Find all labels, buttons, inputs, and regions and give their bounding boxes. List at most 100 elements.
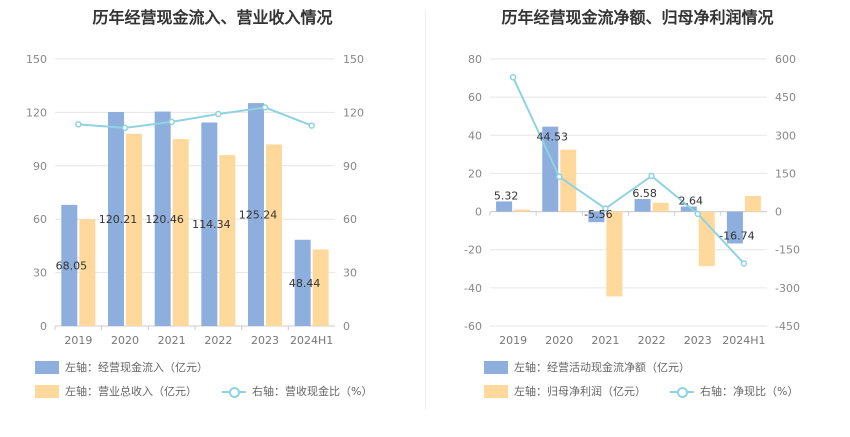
ratio-point [509,74,517,81]
y-left-tick-label: 150 [26,53,47,66]
bar-primary [61,204,78,326]
data-label: -5.56 [584,208,612,221]
chart-plot-net-cash: -60 -40 -20 0 20 40 60 80 -450 -300 -150 0 150 300 450… [464,53,800,347]
y-right-tick-label: -450 [775,320,800,333]
y-right-tick-label: 0 [343,320,350,333]
ratio-point [308,122,315,129]
legend-swatch-yellow [35,384,59,398]
ratio-point [556,173,563,180]
y-left-tick-label: 0 [475,206,482,219]
bar-primary [294,239,311,326]
legend-item-bar2[interactable]: 左轴：营业总收入（亿元） [35,383,197,399]
y-left-tick-label: 60 [33,213,47,226]
legend-item-line[interactable]: 右轴：营收现金比（%） [222,383,372,399]
bar-secondary [606,211,623,297]
chart-panel-net-cash: 历年经营现金流净额、归母净利润情况 -60 -40 -20 0 20 40 60 80 -450… [425,0,850,437]
x-tick-label: 2021 [591,334,619,347]
y-left-tick-label: 20 [468,167,482,180]
y-left-tick-label: 90 [33,160,47,173]
bar-primary [108,112,124,326]
x-tick-label: 2024H1 [290,334,333,347]
data-label: 5.32 [494,189,518,202]
x-tick-label: 2019 [499,334,527,347]
bar-secondary [266,144,282,326]
y-right-tick-label: -150 [775,244,800,257]
legend-label: 左轴：经营活动现金流净额（亿元） [514,361,690,374]
y-right-tick-label: 120 [343,106,364,119]
bar-secondary [312,249,329,326]
x-tick-label: 2023 [251,334,279,347]
bar-secondary [219,155,236,326]
panel-divider [425,10,426,410]
legend-label: 左轴：经营现金流入（亿元） [65,361,208,374]
x-tick-label: 2019 [64,334,92,347]
y-right-tick-label: 90 [343,160,357,173]
y-right-tick-label: 150 [775,167,796,180]
ratio-point [121,124,129,132]
legend-label: 右轴：净现比（%） [700,385,799,398]
legend-item-line[interactable]: 右轴：净现比（%） [670,383,798,399]
legend-swatch-blue [484,360,508,374]
legend-item-bar1[interactable]: 左轴：经营现金流入（亿元） [35,359,208,375]
y-left-tick-label: 0 [40,320,47,333]
y-left-tick-label: -60 [464,320,482,333]
bar-secondary [744,195,761,212]
bar-primary [680,206,697,212]
y-right-tick-label: 450 [775,91,796,104]
ratio-point [740,260,748,267]
y-right-tick-label: 0 [775,206,782,219]
x-tick-label: 2020 [111,334,139,347]
ratio-point [75,121,82,128]
chart-panel-cash-inflow: 历年经营现金流入、营业收入情况 0 30 60 90 120 150 0 30 60 90 120 1… [26,8,372,399]
y-left-tick-label: -40 [464,282,482,295]
y-right-tick-label: 30 [343,267,357,280]
data-label: 48.44 [289,277,321,290]
y-right-tick-label: 60 [343,213,357,226]
y-left-tick-label: 30 [33,267,47,280]
ratio-point [261,104,269,111]
bar-secondary [126,133,142,326]
bar-secondary [698,211,715,267]
x-tick-label: 2020 [545,334,573,347]
chart-plot-cash-inflow: 0 30 60 90 120 150 0 30 60 90 120 150 2019 2020 2021 20… [26,53,364,347]
legend-swatch-line [670,385,694,398]
bar-primary [634,199,651,212]
y-left-tick-label: 80 [468,53,482,66]
bar-secondary [514,209,531,212]
y-right-tick-label: -300 [775,282,800,295]
legend-swatch-yellow [484,384,508,398]
x-tick-label: 2023 [684,334,712,347]
bar-primary [588,211,605,223]
bar-primary [201,122,218,327]
y-right-tick-label: 600 [775,53,796,66]
data-label: 68.05 [56,259,88,272]
x-tick-label: 2021 [158,334,186,347]
data-label: -16.74 [719,229,754,242]
bar-primary [726,211,743,244]
x-tick-label: 2022 [638,334,666,347]
legend-item-bar1[interactable]: 左轴：经营活动现金流净额（亿元） [484,359,690,375]
bar-secondary [560,149,577,212]
legend-swatch-line [222,385,246,398]
data-label: 2.64 [679,195,704,208]
bar-secondary [172,139,189,326]
bar-secondary [79,219,96,326]
legend-swatch-blue [35,360,59,374]
ratio-line [78,106,313,129]
bar-primary [248,103,264,326]
legend-item-bar2[interactable]: 左轴：归母净利润（亿元） [484,383,646,399]
x-tick-label: 2022 [204,334,232,347]
data-label: 6.58 [632,187,657,200]
ratio-point [168,118,175,126]
chart-title: 历年经营现金流净额、归母净利润情况 [501,8,774,27]
legend-label: 右轴：营收现金比（%） [252,385,373,398]
bar-primary [154,111,171,326]
y-left-tick-label: 120 [26,106,47,119]
data-label: 120.21 [99,213,138,226]
y-left-tick-label: -20 [464,244,482,257]
ratio-point [602,205,609,212]
data-label: 125.24 [239,209,278,222]
y-left-tick-label: 40 [468,129,482,142]
data-label: 44.53 [537,131,569,144]
chart-title: 历年经营现金流入、营业收入情况 [92,8,333,27]
